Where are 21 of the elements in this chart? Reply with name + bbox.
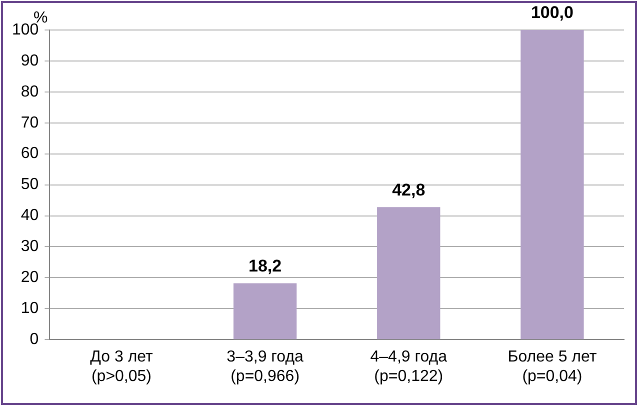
y-tick-label: 10 (20, 300, 39, 318)
y-tick-label: 70 (20, 114, 39, 132)
y-tick-label: 50 (20, 176, 39, 194)
y-tick-label: 90 (20, 52, 39, 70)
y-tick-label: 40 (20, 207, 39, 224)
bar (520, 30, 584, 340)
x-tick-label: 3–3,9 года (p=0,966) (226, 348, 304, 385)
y-tick-label: 30 (20, 238, 39, 256)
y-tick-label: 60 (20, 145, 39, 162)
data-label: 100,0 (530, 3, 574, 22)
x-tick-label: Более 5 лет (p=0,04) (508, 348, 598, 385)
data-label: 18,2 (248, 256, 282, 276)
y-tick-label: 100 (12, 21, 39, 38)
y-tick-label: 0 (30, 331, 39, 348)
y-tick-label: 20 (20, 269, 39, 286)
data-label: 42,8 (392, 180, 426, 200)
x-tick-label: До 3 лет (p>0,05) (90, 348, 154, 385)
x-tick-label: 4–4,9 года (p=0,122) (370, 348, 448, 385)
bar (233, 283, 297, 340)
y-tick-label: 80 (20, 83, 39, 100)
bar (377, 207, 440, 340)
